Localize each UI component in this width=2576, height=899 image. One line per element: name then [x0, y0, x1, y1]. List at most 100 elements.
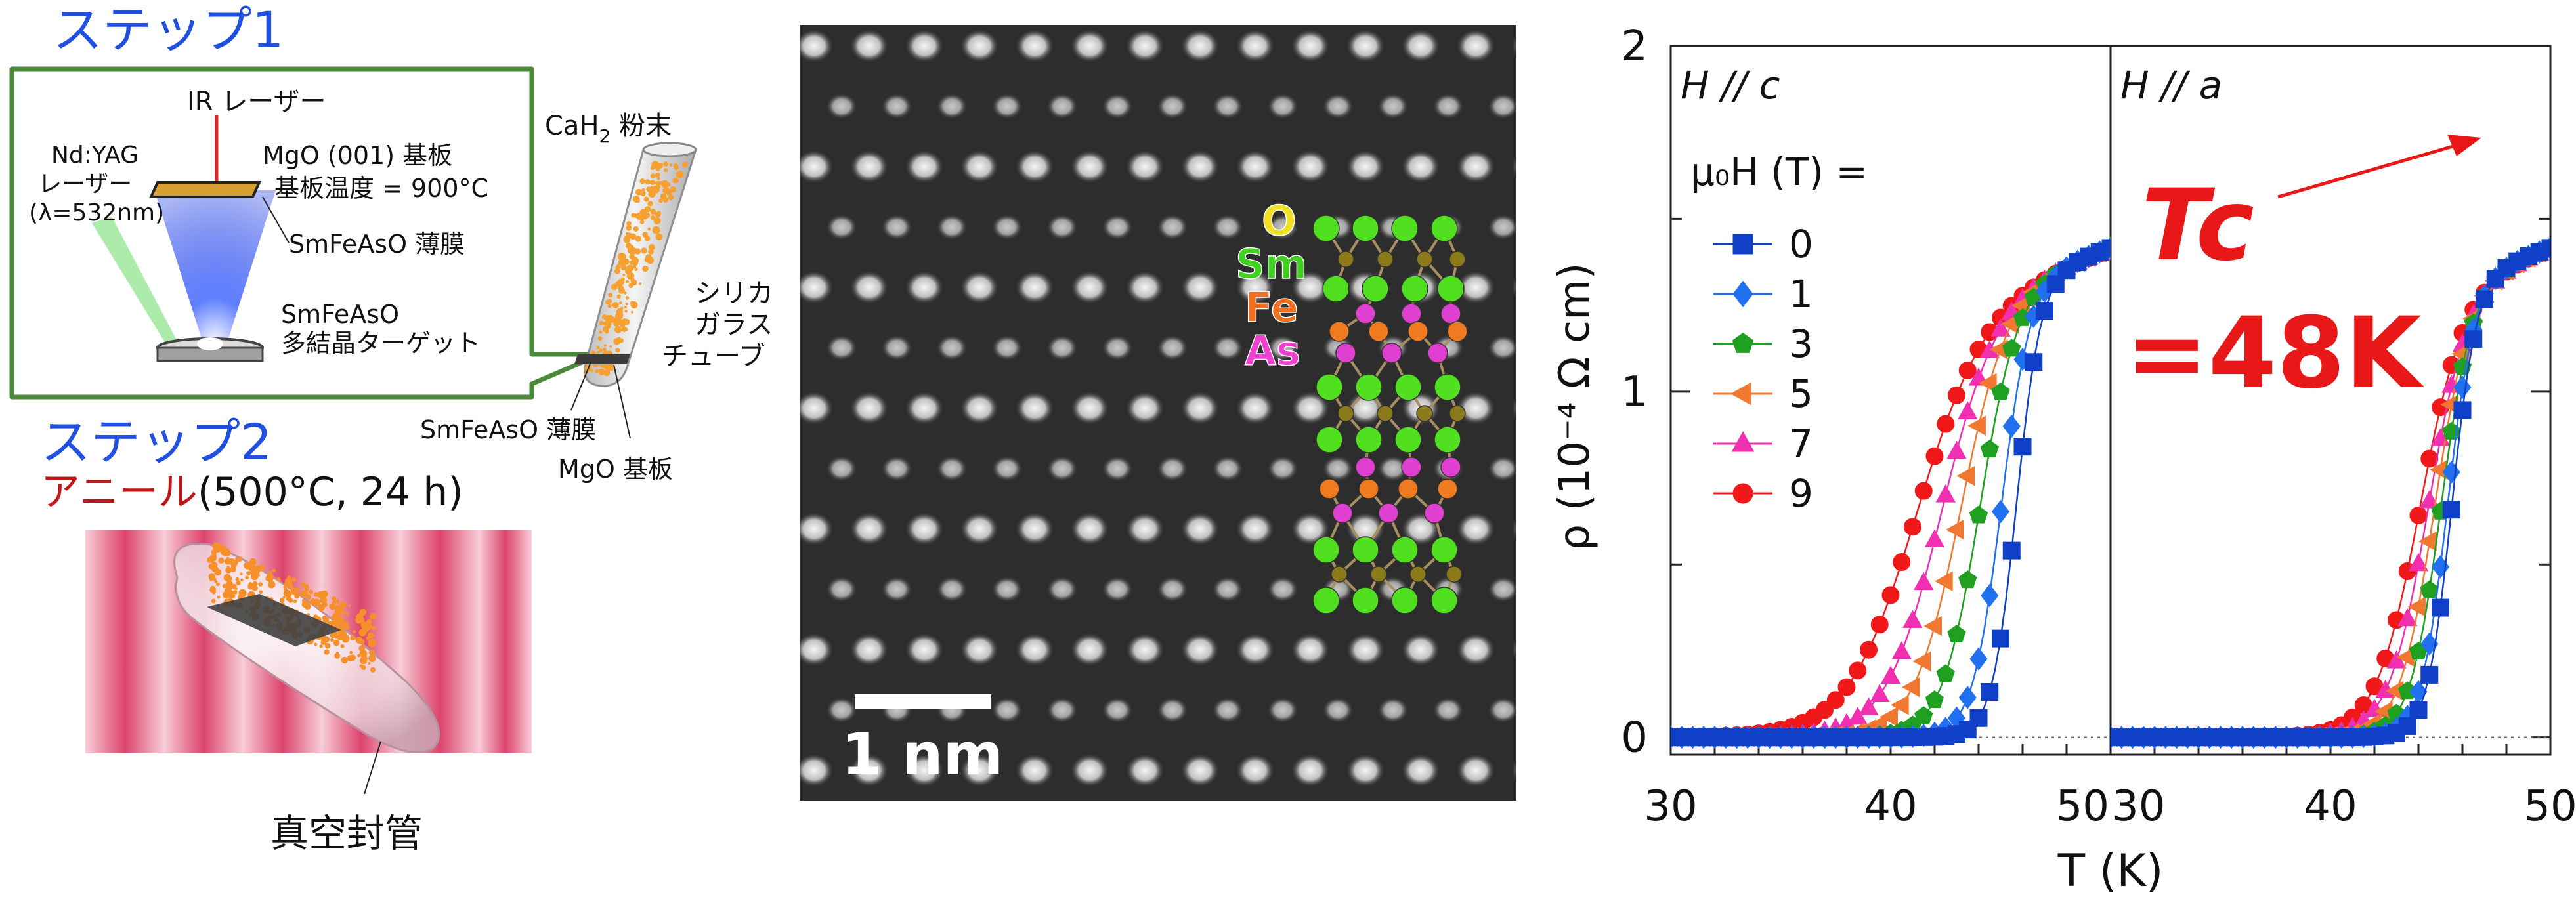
- data-point: [2397, 608, 2418, 627]
- powder-particle: [608, 293, 613, 298]
- data-point: [2398, 717, 2416, 735]
- sealed-pointer: [364, 741, 381, 795]
- powder-particle: [293, 599, 297, 604]
- silica-tube-mouth: [642, 142, 697, 157]
- powder-particle: [341, 656, 348, 664]
- stem-atom-column: [1015, 633, 1054, 667]
- stem-atom-column: [905, 150, 944, 184]
- powder-particle: [349, 654, 356, 661]
- powder-particle: [650, 209, 656, 215]
- stem-atom-column: [991, 818, 1023, 844]
- atom-sm: [1434, 373, 1461, 401]
- powder-particle: [245, 575, 249, 579]
- ir-laser-label: IR レーザー: [187, 87, 326, 117]
- powder-particle: [235, 577, 240, 581]
- powder-particle: [340, 601, 347, 608]
- powder-particle: [330, 632, 336, 638]
- atom-o: [1377, 251, 1394, 268]
- stem-atom-column: [849, 29, 889, 63]
- stem-atom-column: [905, 633, 944, 667]
- data-point: [2420, 665, 2439, 684]
- powder-particle: [636, 199, 640, 203]
- atom-o: [1446, 566, 1463, 583]
- mgo2-label: MgO 基板: [558, 455, 673, 484]
- x-tick-label: 50: [2523, 782, 2576, 831]
- powder-particle: [353, 630, 356, 633]
- powder-particle: [597, 336, 603, 341]
- stem-atom-column: [960, 753, 999, 787]
- atom-label-as: As: [1245, 327, 1300, 375]
- substrate-temp-label: 基板温度 = 900°C: [274, 174, 488, 203]
- stem-atom-column: [1015, 270, 1054, 304]
- atom-sm: [1437, 275, 1465, 303]
- powder-particle: [283, 585, 286, 589]
- data-point: [2124, 232, 2141, 249]
- powder-particle: [645, 259, 649, 262]
- powder-particle: [656, 177, 660, 180]
- powder-particle: [341, 635, 350, 643]
- stem-atom-column: [1212, 576, 1243, 602]
- powder-particle: [321, 591, 327, 597]
- powder-particle: [343, 623, 349, 631]
- data-point: [1914, 482, 1933, 500]
- ampoule-substrate: [207, 594, 341, 646]
- powder-particle: [666, 182, 671, 187]
- powder-particle: [634, 267, 638, 271]
- stem-atom-column: [991, 93, 1023, 119]
- data-point: [2408, 553, 2429, 572]
- stem-atom-column: [800, 29, 834, 63]
- data-point: [1958, 570, 1977, 589]
- y-axis-label: ρ (10⁻⁴ Ω cm): [1551, 263, 1599, 551]
- atom-fe: [1447, 321, 1468, 342]
- data-point: [2552, 234, 2571, 251]
- powder-particle: [624, 310, 628, 313]
- stem-atom-column: [1543, 93, 1574, 119]
- powder-particle: [313, 614, 318, 619]
- data-point: [1990, 318, 2011, 337]
- stem-atom-column: [1456, 753, 1495, 787]
- powder-particle: [608, 299, 612, 303]
- legend-label: 1: [1789, 272, 1813, 316]
- stem-atom-column: [1070, 633, 1109, 667]
- stem-atom-column: [826, 697, 857, 723]
- stem-atom-column: [1046, 214, 1078, 240]
- stem-atom-column: [1598, 455, 1629, 482]
- powder-particle: [350, 635, 356, 641]
- powder-particle: [618, 253, 626, 261]
- stem-atom-column: [881, 455, 912, 482]
- step1-section: ステップ1 IR レーザー Nd:YAG レーザー (λ=532nm) MgO …: [9, 1, 773, 484]
- data-point: [1958, 401, 1978, 420]
- powder-particle: [214, 580, 218, 584]
- data-point: [2113, 236, 2130, 253]
- stem-image: O Sm Fe As 1 nm: [800, 25, 1629, 844]
- powder-particle: [246, 571, 251, 576]
- stem-atom-column: [936, 214, 968, 240]
- plasma-plume: [154, 190, 276, 345]
- stem-atom-column: [881, 576, 912, 602]
- stem-atom-column: [1157, 455, 1188, 482]
- x-tick-label: 40: [1864, 782, 1917, 831]
- stem-atom-column: [1267, 818, 1299, 844]
- powder-particle: [600, 370, 605, 374]
- powder-particle: [276, 577, 281, 582]
- powder-particle: [647, 180, 651, 184]
- stem-atom-column: [1291, 633, 1330, 667]
- powder-particle: [668, 194, 674, 201]
- stem-atom-column: [1346, 512, 1385, 546]
- data-point: [1731, 430, 1755, 452]
- atom-sm: [1312, 215, 1340, 242]
- atom-o: [1449, 251, 1466, 268]
- powder-particle: [642, 179, 646, 184]
- data-point: [1902, 610, 1923, 628]
- data-point: [2464, 330, 2483, 348]
- powder-particle: [645, 209, 649, 213]
- scale-bar: [855, 694, 991, 709]
- powder-particle: [642, 265, 649, 272]
- powder-particle: [358, 645, 366, 652]
- stem-atom-column: [1102, 455, 1133, 482]
- powder-particle: [653, 217, 661, 224]
- atom-as: [1355, 457, 1376, 478]
- data-point: [1981, 682, 1999, 701]
- data-point: [2564, 232, 2576, 249]
- atom-o: [1370, 566, 1387, 583]
